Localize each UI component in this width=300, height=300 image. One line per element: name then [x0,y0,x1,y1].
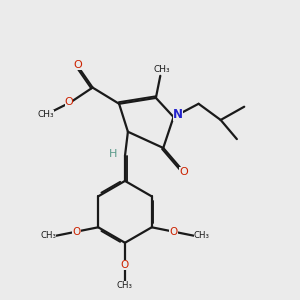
Text: N: N [173,108,183,121]
Text: O: O [179,167,188,177]
Text: CH₃: CH₃ [194,231,210,240]
Text: CH₃: CH₃ [117,281,133,290]
Text: H: H [109,149,117,159]
Text: O: O [65,97,74,107]
Text: CH₃: CH₃ [37,110,54,118]
Text: CH₃: CH₃ [154,65,170,74]
Text: O: O [169,226,178,237]
Text: CH₃: CH₃ [40,231,56,240]
Text: O: O [121,260,129,270]
Text: O: O [72,226,81,237]
Text: O: O [74,61,82,70]
